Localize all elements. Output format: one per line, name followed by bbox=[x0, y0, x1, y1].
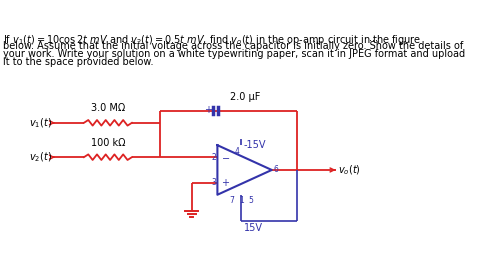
Text: 6: 6 bbox=[273, 165, 278, 174]
Text: $+$: $+$ bbox=[221, 177, 230, 188]
Text: $v_2(t)$: $v_2(t)$ bbox=[29, 150, 52, 164]
Text: 100 kΩ: 100 kΩ bbox=[91, 137, 125, 148]
Text: 2: 2 bbox=[211, 153, 216, 162]
Text: 5: 5 bbox=[249, 196, 253, 205]
Text: below. Assume that the initial voltage across the capacitor is initially zero. S: below. Assume that the initial voltage a… bbox=[3, 41, 464, 51]
Text: 15V: 15V bbox=[244, 223, 263, 233]
Text: 1: 1 bbox=[239, 196, 244, 205]
Text: +: + bbox=[204, 105, 212, 115]
Text: $-$: $-$ bbox=[221, 152, 230, 162]
Text: 3: 3 bbox=[211, 178, 216, 187]
Text: $v_o(t)$: $v_o(t)$ bbox=[338, 163, 361, 177]
Text: your work. Write your solution on a white typewriting paper, scan it in JPEG for: your work. Write your solution on a whit… bbox=[3, 49, 465, 59]
Text: If $v_1(t) = 10\cos 2t\ mV$ and $v_2(t) = 0.5t\ mV$, find $v_o(t)$ in the op-amp: If $v_1(t) = 10\cos 2t\ mV$ and $v_2(t) … bbox=[3, 33, 422, 47]
Text: 7: 7 bbox=[229, 196, 234, 205]
Text: ...: ... bbox=[369, 33, 378, 43]
Text: $v_1(t)$: $v_1(t)$ bbox=[29, 116, 52, 130]
Text: -15V: -15V bbox=[244, 140, 266, 150]
Text: 4: 4 bbox=[235, 147, 240, 156]
Text: 3.0 MΩ: 3.0 MΩ bbox=[91, 103, 125, 113]
Text: it to the space provided below.: it to the space provided below. bbox=[3, 57, 154, 67]
Text: 2.0 μF: 2.0 μF bbox=[230, 92, 261, 102]
